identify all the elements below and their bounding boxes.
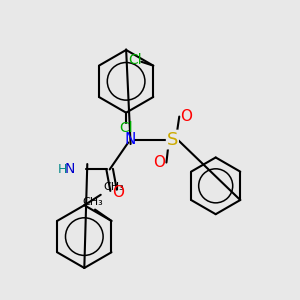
Text: CH₃: CH₃ bbox=[82, 196, 103, 207]
Text: N: N bbox=[125, 132, 136, 147]
Text: H: H bbox=[58, 163, 67, 176]
Text: S: S bbox=[167, 130, 178, 148]
Text: O: O bbox=[112, 185, 124, 200]
Text: N: N bbox=[64, 162, 75, 176]
Text: O: O bbox=[154, 155, 166, 170]
Text: CH₃: CH₃ bbox=[104, 182, 124, 192]
Text: O: O bbox=[180, 110, 192, 124]
Text: Cl: Cl bbox=[128, 53, 142, 67]
Text: Cl: Cl bbox=[119, 121, 133, 135]
